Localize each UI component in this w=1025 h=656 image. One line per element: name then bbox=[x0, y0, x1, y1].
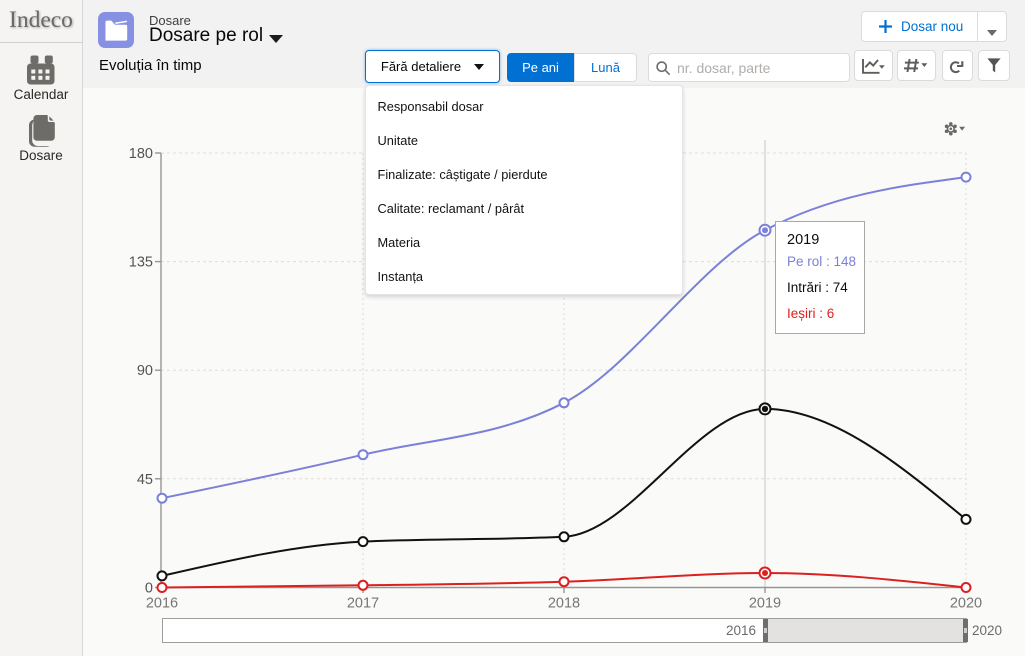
svg-text:2016: 2016 bbox=[146, 596, 178, 612]
svg-text:2017: 2017 bbox=[347, 596, 379, 612]
svg-text:2018: 2018 bbox=[548, 596, 580, 612]
svg-text:135: 135 bbox=[129, 255, 153, 271]
svg-text:0: 0 bbox=[145, 581, 153, 597]
svg-text:2019: 2019 bbox=[749, 596, 781, 612]
svg-text:2020: 2020 bbox=[950, 596, 982, 612]
svg-text:180: 180 bbox=[129, 146, 153, 162]
svg-text:90: 90 bbox=[137, 363, 153, 379]
svg-text:45: 45 bbox=[137, 472, 153, 488]
